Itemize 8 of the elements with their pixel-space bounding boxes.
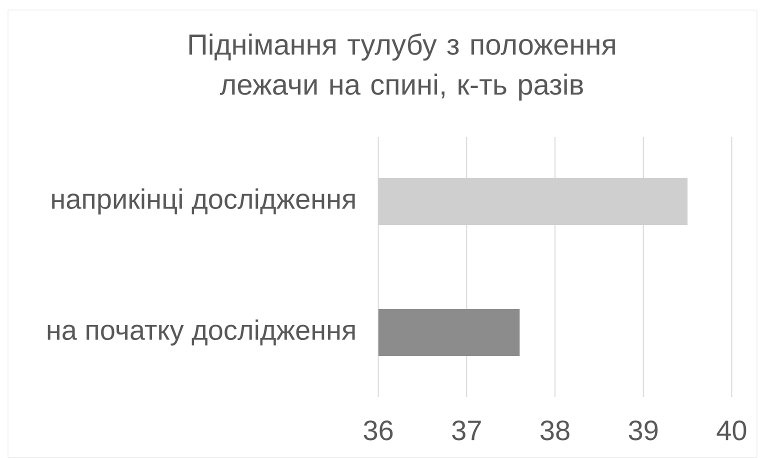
x-tick-label: 38 [540, 420, 570, 440]
x-tick-label: 40 [716, 420, 746, 440]
x-tick-label: 39 [628, 420, 658, 440]
y-tick-label: наприкінці дослідження [52, 188, 355, 215]
y-tick-label: на початку дослідження [48, 319, 355, 346]
chart-title: Піднімання тулубу з положення лежачи на спині, к-ть разів [189, 33, 615, 101]
x-tick-label: 36 [364, 420, 393, 440]
x-tick-label: 37 [452, 420, 481, 440]
